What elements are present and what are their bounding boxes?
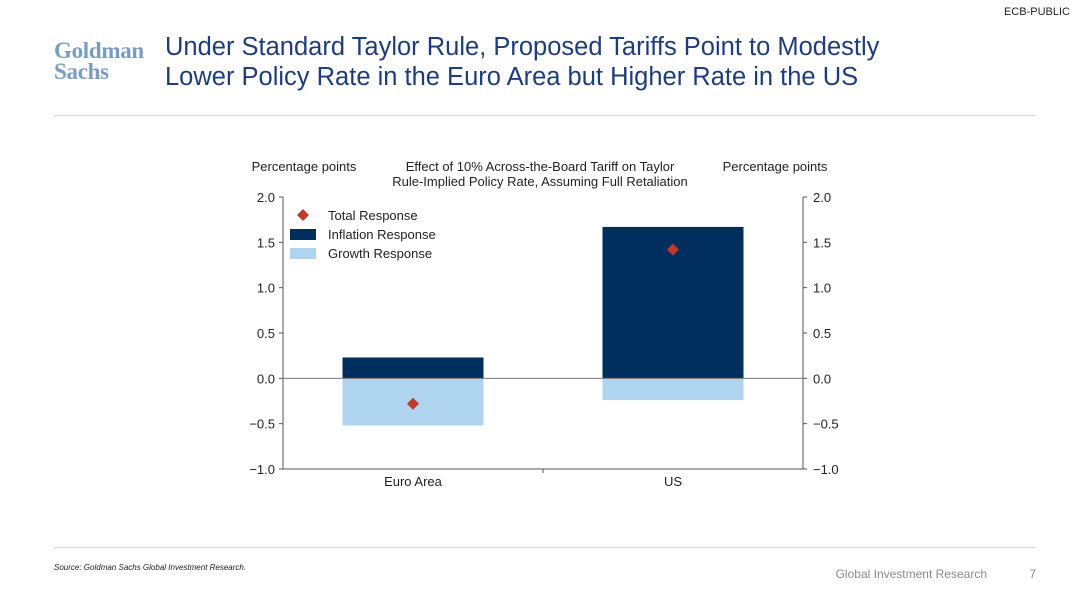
y-tick-label-right: 2.0 [813, 190, 831, 205]
slide-title: Under Standard Taylor Rule, Proposed Tar… [165, 32, 1035, 92]
footer-divider [54, 547, 1036, 548]
y-tick-label-right: 0.0 [813, 371, 831, 386]
legend-growth-label: Growth Response [328, 246, 432, 261]
y-tick-label-right: 0.5 [813, 326, 831, 341]
y-tick-label-left: 0.0 [257, 371, 275, 386]
x-tick-label: Euro Area [384, 474, 443, 489]
bar-growth-us [602, 378, 744, 401]
logo-line-2: Sachs [54, 59, 109, 84]
legend-total-label: Total Response [328, 208, 418, 223]
y-tick-label-left: −1.0 [249, 462, 275, 477]
y-tick-label-left: 2.0 [257, 190, 275, 205]
x-tick-label: US [664, 474, 682, 489]
y-tick-label-right: 1.0 [813, 281, 831, 296]
y-tick-label-left: −0.5 [249, 417, 275, 432]
total-response-marker-euro-area [407, 397, 419, 410]
slide-title-line-2: Lower Policy Rate in the Euro Area but H… [165, 63, 859, 91]
header-divider [54, 115, 1036, 116]
y-axis-label-left: Percentage points [252, 159, 357, 174]
chart-title-line-1: Effect of 10% Across-the-Board Tariff on… [406, 159, 675, 174]
footer-brand: Global Investment Research [835, 567, 987, 581]
y-tick-label-right: −0.5 [813, 417, 839, 432]
classification-label: ECB-PUBLIC [1003, 6, 1070, 18]
chart-title-line-2: Rule-Implied Policy Rate, Assuming Full … [392, 174, 688, 189]
goldman-sachs-logo: Goldman Sachs [54, 38, 154, 84]
page-number: 7 [1029, 567, 1036, 581]
legend-total-swatch [297, 209, 309, 221]
y-tick-label-right: 1.5 [813, 235, 831, 250]
slide-title-line-1: Under Standard Taylor Rule, Proposed Tar… [165, 33, 880, 61]
y-axis-label-right: Percentage points [723, 159, 828, 174]
logo-line-1: Goldman [54, 38, 144, 63]
source-note: Source: Goldman Sachs Global Investment … [54, 563, 247, 572]
legend-inflation-label: Inflation Response [328, 227, 436, 242]
total-response-marker-us [667, 243, 679, 256]
y-tick-label-left: 1.0 [257, 281, 275, 296]
y-tick-label-left: 1.5 [257, 235, 275, 250]
y-tick-label-left: 0.5 [257, 326, 275, 341]
bar-inflation-euro-area [342, 357, 484, 379]
y-tick-label-right: −1.0 [813, 462, 839, 477]
legend-inflation-swatch [290, 229, 316, 240]
legend-growth-swatch [290, 248, 316, 259]
